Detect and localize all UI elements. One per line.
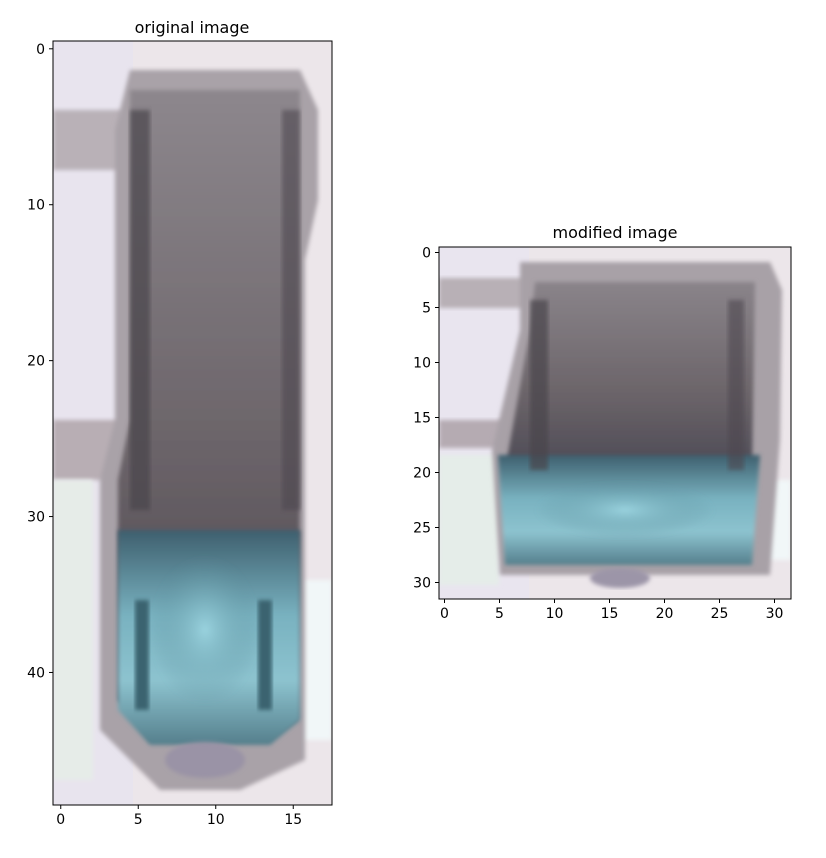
original-x-tick-label: 15: [284, 812, 302, 828]
original-image-frame: [52, 40, 333, 806]
modified-image-title: modified image: [553, 223, 678, 242]
modified-x-tick-label: 20: [656, 606, 674, 622]
modified-x-tick-label: 0: [440, 606, 449, 622]
original-x-tick-label: 0: [56, 812, 65, 828]
original-y-tick-label: 40: [27, 665, 45, 681]
modified-y-tick-label: 15: [413, 411, 431, 427]
original-image-pixels: [53, 41, 332, 805]
modified-y-tick-label: 10: [413, 356, 431, 372]
modified-x-tick-label: 30: [766, 606, 784, 622]
original-x-tick-label: 10: [207, 812, 225, 828]
original-x-tick-label: 5: [134, 812, 143, 828]
modified-y-tick-label: 30: [413, 576, 431, 592]
modified-y-tick-label: 25: [413, 521, 431, 537]
original-y-tick-label: 20: [27, 354, 45, 370]
modified-x-tick-label: 5: [495, 606, 504, 622]
modified-image-axes: 0 5 10 15 20 25 30 0 5 10 15 20 25 30: [413, 246, 783, 623]
original-image-axes: 0 5 10 15 0 10 20 30 40: [27, 42, 302, 828]
original-image-title: original image: [135, 18, 250, 37]
original-y-tick-label: 30: [27, 510, 45, 526]
modified-image-panel: modified image 0 5 10 15 20 25 30 0 5 10 15 20 25 30: [413, 223, 792, 623]
modified-x-tick-label: 10: [546, 606, 564, 622]
modified-y-tick-label: 5: [422, 301, 431, 317]
original-y-tick-label: 10: [27, 198, 45, 214]
modified-image-pixels: [439, 247, 791, 599]
modified-x-tick-label: 25: [711, 606, 729, 622]
modified-y-tick-label: 20: [413, 466, 431, 482]
modified-x-tick-label: 15: [601, 606, 619, 622]
modified-image-frame: [438, 246, 792, 600]
original-image-panel: original image 0 5 10 15 0 10 20 30 40: [27, 18, 333, 828]
modified-y-tick-label: 0: [422, 246, 431, 262]
original-y-tick-label: 0: [36, 42, 45, 58]
